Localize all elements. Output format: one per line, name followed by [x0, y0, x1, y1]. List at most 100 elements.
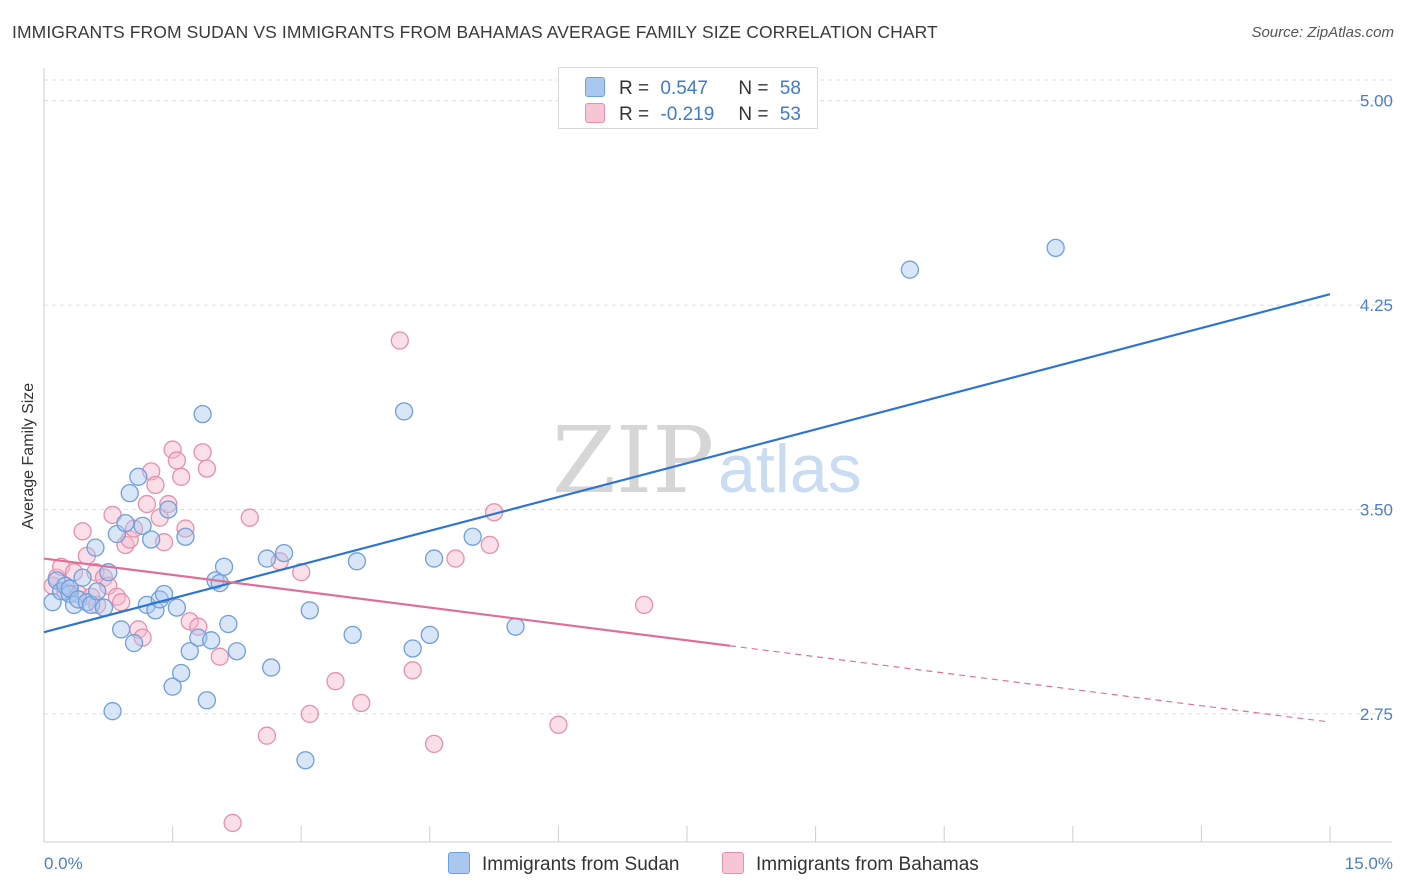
- bahamas-point: [197, 459, 217, 478]
- sudan-point: [214, 557, 234, 576]
- bahamas-swatch: [585, 103, 605, 123]
- bahamas-point: [403, 661, 422, 680]
- bahamas-n-label: N =: [738, 104, 769, 125]
- y-tick-label: 2.75: [1360, 705, 1393, 724]
- bottom-bahamas-label: Immigrants from Bahamas: [756, 854, 979, 875]
- sudan-point: [424, 549, 444, 568]
- sudan-trend-line: [43, 293, 1331, 634]
- watermark-zip: ZIP: [552, 407, 714, 514]
- sudan-point: [257, 549, 277, 568]
- sudan-point: [176, 527, 195, 546]
- sudan-point: [159, 500, 178, 519]
- sudan-point: [394, 402, 414, 421]
- sudan-point: [463, 527, 482, 546]
- bahamas-point: [159, 494, 178, 514]
- sudan-point: [347, 552, 367, 571]
- bahamas-point: [103, 505, 122, 525]
- sudan-point: [210, 573, 229, 593]
- bahamas-point: [73, 522, 92, 541]
- x-tick-label-max: 15.0%: [1345, 854, 1393, 873]
- sudan-point: [300, 601, 319, 620]
- watermark: ZIP atlas: [552, 407, 862, 514]
- bahamas-point: [549, 715, 568, 734]
- y-tick-label: 5.00: [1360, 92, 1393, 111]
- source-label: Source: ZipAtlas.com: [1251, 24, 1394, 41]
- sudan-n-value: 58: [779, 78, 801, 99]
- sudan-point: [262, 658, 281, 677]
- bottom-legend-sudan: Immigrants from Sudan: [448, 852, 679, 876]
- bahamas-point: [210, 647, 229, 666]
- sudan-point: [163, 677, 182, 696]
- sudan-series: [43, 238, 1065, 770]
- bahamas-point: [480, 535, 499, 555]
- sudan-point: [116, 513, 135, 533]
- legend-row-bahamas: R = -0.219 N = 53: [585, 103, 801, 129]
- x-ticks: [43, 826, 1331, 842]
- legend-row-sudan: R = 0.547 N = 58: [585, 77, 801, 103]
- bahamas-point: [352, 693, 371, 713]
- sudan-point: [124, 633, 144, 653]
- bahamas-point: [257, 726, 277, 745]
- watermark-atlas: atlas: [718, 431, 862, 507]
- sudan-point: [73, 568, 92, 587]
- sudan-point: [1046, 238, 1065, 258]
- bottom-legend-bahamas: Immigrants from Bahamas: [722, 852, 979, 876]
- bahamas-r-label: R =: [619, 104, 650, 125]
- bahamas-point: [424, 734, 444, 754]
- stats-legend: R = 0.547 N = 58 R = -0.219 N = 53: [558, 67, 818, 129]
- bahamas-series: [43, 331, 654, 833]
- sudan-point: [86, 538, 105, 557]
- sudan-point: [900, 260, 920, 279]
- sudan-r-value: 0.547: [660, 78, 708, 99]
- bahamas-point: [326, 672, 345, 691]
- trend-lines: [43, 293, 1331, 723]
- sudan-point: [506, 617, 525, 636]
- sudan-point: [219, 614, 238, 634]
- bottom-sudan-label: Immigrants from Sudan: [482, 854, 680, 875]
- bahamas-n-value: 53: [779, 104, 801, 125]
- sudan-point: [94, 598, 114, 617]
- bahamas-point: [240, 508, 259, 527]
- sudan-n-label: N =: [738, 78, 769, 99]
- sudan-point: [180, 642, 199, 661]
- sudan-point: [129, 467, 148, 486]
- bottom-sudan-swatch: [448, 852, 470, 874]
- y-tick-label: 4.25: [1360, 296, 1393, 315]
- x-tick-label-min: 0.0%: [44, 854, 83, 873]
- bahamas-point: [172, 467, 191, 486]
- sudan-point: [154, 584, 174, 604]
- sudan-point: [296, 751, 315, 770]
- bahamas-point: [634, 595, 654, 615]
- sudan-point: [172, 663, 191, 683]
- sudan-point: [103, 702, 122, 721]
- sudan-point: [197, 691, 217, 710]
- bottom-bahamas-swatch: [722, 852, 744, 874]
- sudan-point: [120, 484, 139, 503]
- sudan-point: [112, 620, 131, 639]
- gridlines: [44, 79, 1392, 715]
- bahamas-trend-extension: [729, 645, 1331, 723]
- axes: [43, 68, 1392, 843]
- bahamas-point: [163, 440, 182, 459]
- sudan-point: [227, 642, 247, 661]
- bahamas-point: [146, 475, 165, 495]
- sudan-point: [88, 582, 107, 601]
- bahamas-point: [193, 443, 212, 462]
- bahamas-r-value: -0.219: [660, 104, 715, 125]
- sudan-point: [403, 639, 422, 658]
- bahamas-point: [223, 813, 242, 833]
- bahamas-point: [300, 704, 319, 724]
- bahamas-point: [112, 593, 131, 612]
- sudan-point: [193, 404, 212, 424]
- y-axis-title: Average Family Size: [20, 383, 37, 530]
- bahamas-point: [390, 331, 409, 350]
- y-tick-label: 3.50: [1360, 501, 1393, 520]
- sudan-r-label: R =: [619, 78, 650, 99]
- bahamas-trend-line: [43, 557, 731, 647]
- sudan-swatch: [585, 77, 605, 97]
- bahamas-point: [167, 451, 187, 470]
- sudan-point: [343, 625, 362, 645]
- sudan-point: [202, 631, 221, 650]
- sudan-point: [142, 530, 161, 549]
